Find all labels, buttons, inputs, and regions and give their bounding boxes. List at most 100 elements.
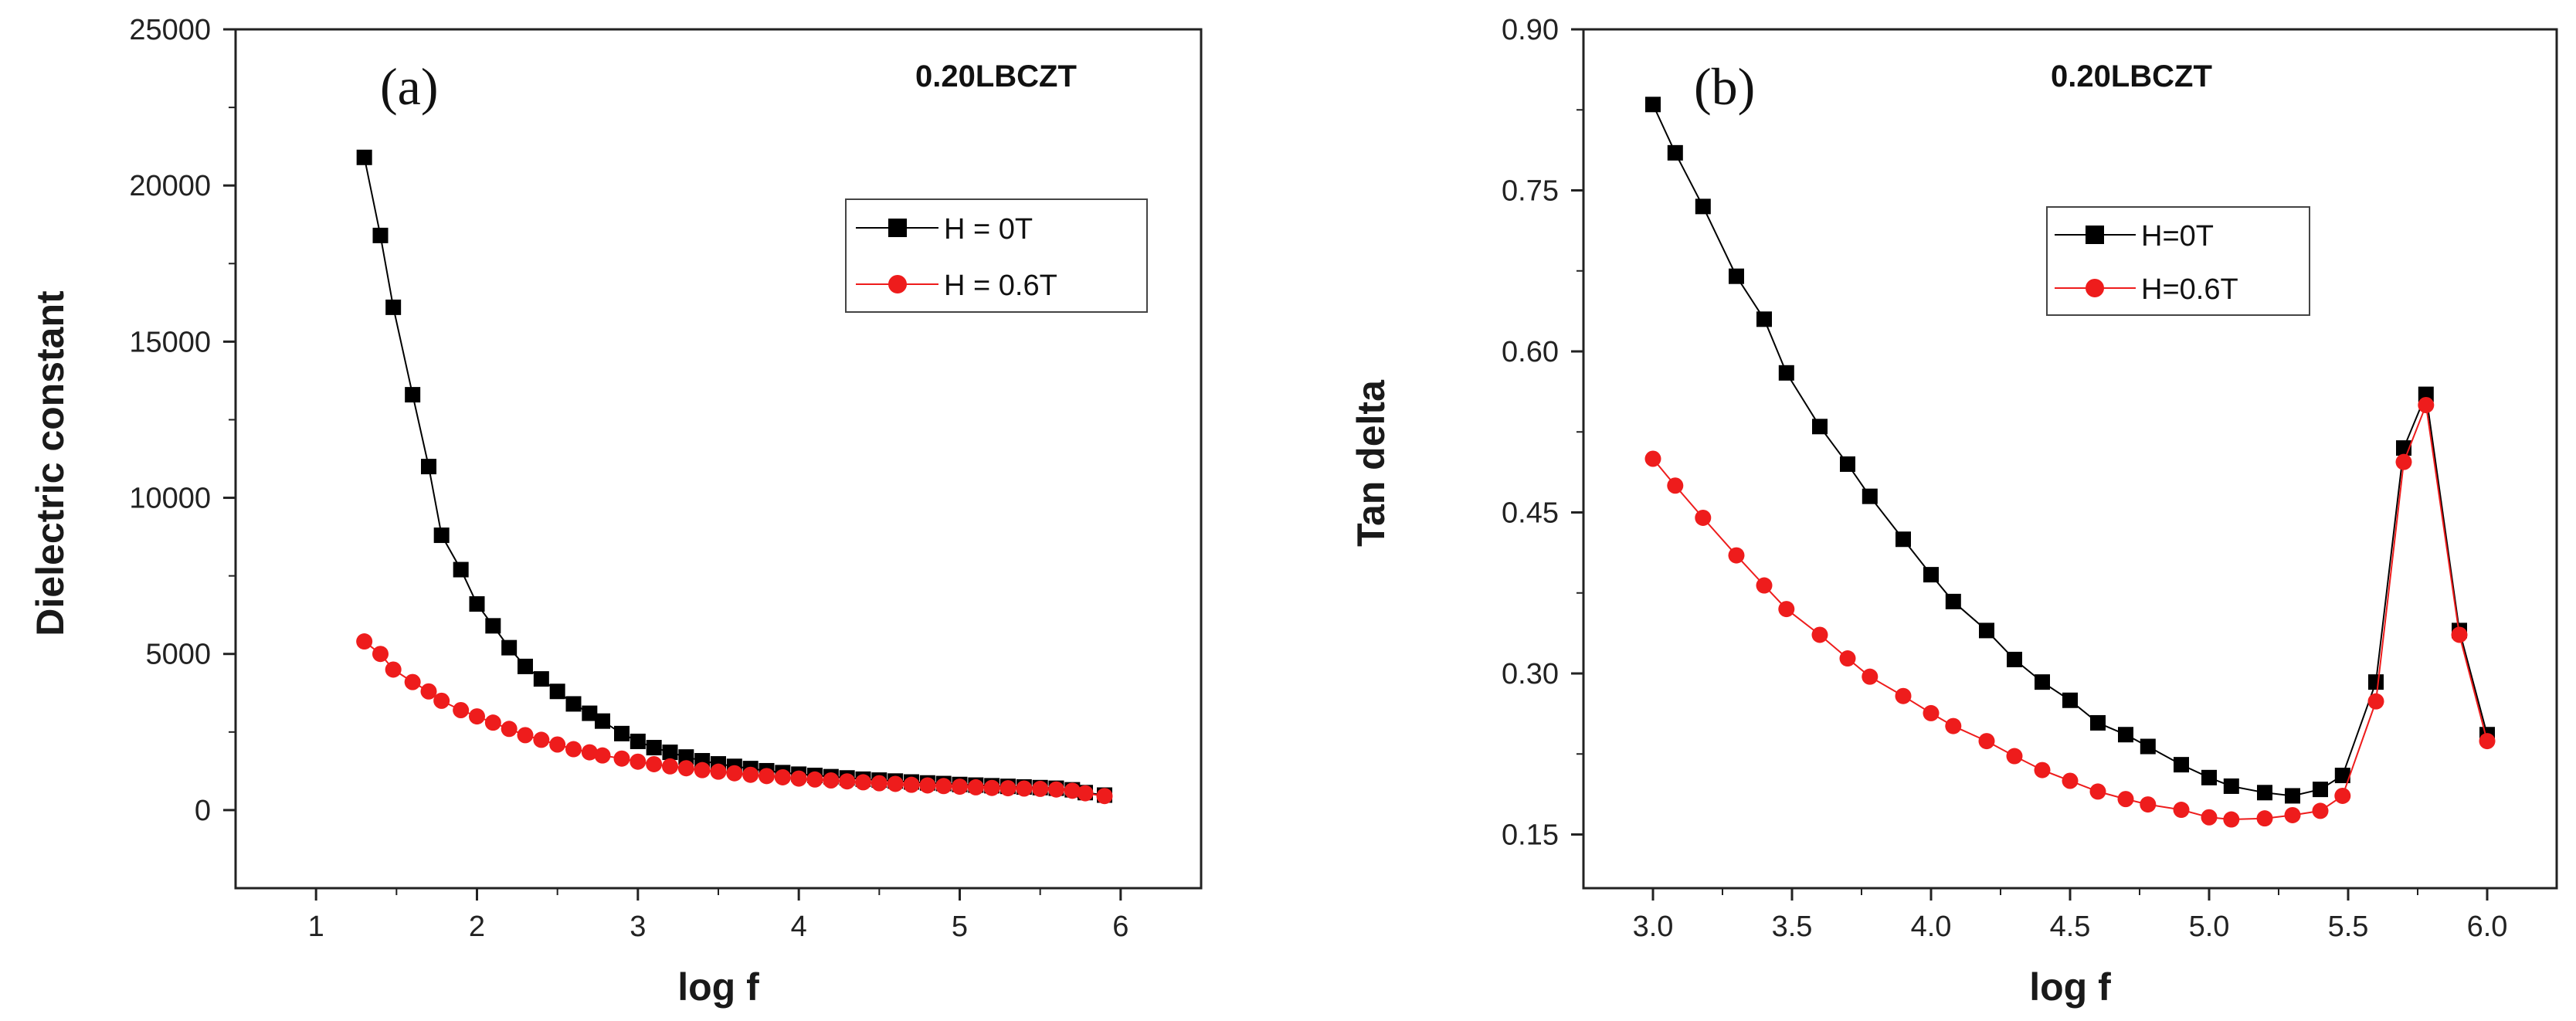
- panel-a-point-0t: [501, 639, 518, 656]
- panel-b-point-06t: [1978, 733, 1995, 750]
- panel-b-point-06t: [1667, 477, 1684, 494]
- panel-b-point-06t: [1644, 450, 1661, 467]
- panel-a-point-0t: [421, 459, 436, 475]
- panel-b-point-0t: [2174, 757, 2189, 773]
- panel-b-point-06t: [1923, 704, 1940, 721]
- panel-b-point-0t: [2285, 788, 2300, 804]
- panel-b-xtick-label: 3.0: [1633, 911, 1674, 943]
- panel-b-point-06t: [1695, 509, 1712, 526]
- legend-b-label-0t: H=0T: [2141, 220, 2214, 253]
- panel-b-point-0t: [2313, 782, 2328, 798]
- panel-b-title: 0.20LBCZT: [2051, 59, 2212, 93]
- panel-a-point-06t: [790, 770, 807, 787]
- panel-a-legend: H = 0T H = 0.6T: [845, 198, 1148, 313]
- panel-b-point-0t: [1695, 198, 1711, 215]
- panel-a-point-0t: [405, 387, 421, 403]
- panel-b-xtick-label: 4.0: [1911, 911, 1952, 943]
- legend-a-marker-06t: [888, 275, 907, 293]
- panel-b-point-0t: [2035, 674, 2050, 690]
- panel-b-point-0t: [1979, 622, 1994, 639]
- panel-b-point-0t: [1756, 311, 1772, 327]
- panel-a-point-0t: [385, 299, 402, 315]
- panel-a-ytick-label: 20000: [129, 170, 211, 202]
- panel-a-point-06t: [404, 673, 421, 690]
- panel-b-point-06t: [1895, 687, 1912, 704]
- panel-b-xtick-label: 6.0: [2467, 911, 2508, 943]
- panel-a-point-0t: [533, 671, 549, 687]
- panel-b-point-06t: [2034, 762, 2051, 778]
- panel-a-point-06t: [385, 661, 402, 678]
- panel-b-point-06t: [2367, 693, 2384, 710]
- panel-a-point-0t: [469, 596, 485, 612]
- panel-b-point-06t: [1839, 650, 1856, 667]
- panel-a-xtick-label: 6: [1112, 911, 1128, 943]
- panel-b-point-0t: [1812, 419, 1828, 435]
- legend-b-marker-06t: [2086, 279, 2104, 297]
- panel-b-point-0t: [2257, 785, 2272, 801]
- panel-a-point-06t: [839, 773, 856, 790]
- panel-a-point-06t: [1064, 782, 1081, 799]
- panel-a-point-06t: [565, 741, 582, 758]
- panel-b-series: [1644, 97, 2496, 828]
- panel-b-point-0t: [1645, 97, 1661, 113]
- panel-a-point-06t: [662, 758, 678, 775]
- panel-a-ticks: 1 2 3 4 5 6 0 5000 10000 15000 20000 25000: [129, 14, 1128, 943]
- panel-a-point-06t: [1077, 785, 1094, 802]
- panel-a-point-06t: [594, 747, 611, 764]
- panel-a-point-06t: [774, 768, 791, 785]
- panel-a-point-06t: [517, 727, 534, 744]
- panel-a-point-06t: [855, 774, 871, 791]
- panel-a-point-06t: [549, 736, 566, 753]
- panel-a-point-06t: [919, 777, 936, 794]
- panel-b-point-06t: [1778, 601, 1795, 618]
- panel-a-point-0t: [662, 745, 678, 761]
- panel-a-point-0t: [356, 149, 372, 165]
- panel-a-xtick-label: 4: [791, 911, 807, 943]
- panel-b-xtick-label: 5.5: [2328, 911, 2369, 943]
- panel-a-point-0t: [485, 618, 501, 634]
- panel-b-point-0t: [2118, 727, 2133, 743]
- panel-a-ytick-label: 15000: [129, 326, 211, 358]
- panel-b-point-06t: [2479, 733, 2496, 750]
- panel-a-point-06t: [420, 683, 437, 700]
- legend-a-label-06t: H = 0.6T: [944, 270, 1057, 302]
- panel-a-point-0t: [372, 227, 389, 243]
- panel-b-point-0t: [1896, 531, 1911, 548]
- panel-b: 3.0 3.5 4.0 4.5 5.0 5.5 6.0 0.15 0.30 0.45 0.60 0.7…: [1349, 14, 2558, 1009]
- panel-b-ylabel: Tan delta: [1349, 379, 1393, 547]
- panel-a-point-06t: [983, 779, 1000, 796]
- panel-b-point-06t: [2418, 397, 2435, 413]
- panel-b-point-06t: [2089, 783, 2106, 800]
- panel-b-point-0t: [2140, 738, 2156, 755]
- panel-a-point-06t: [742, 766, 759, 783]
- panel-a-point-06t: [501, 721, 518, 738]
- panel-a-point-06t: [871, 775, 888, 792]
- panel-a-xtick-label: 2: [469, 911, 485, 943]
- legend-b-marker-0t: [2086, 226, 2104, 244]
- panel-a-point-06t: [1032, 780, 1049, 797]
- panel-b-point-0t: [2334, 768, 2350, 784]
- panel-b-ytick-label: 0.60: [1502, 336, 1559, 368]
- legend-a-marker-0t: [888, 219, 907, 237]
- panel-b-point-06t: [2284, 806, 2301, 823]
- panel-a-point-06t: [469, 708, 485, 725]
- panel-a-point-06t: [646, 755, 663, 772]
- panel-b-point-0t: [2007, 651, 2022, 667]
- panel-a-label: (a): [380, 57, 438, 116]
- panel-a-point-0t: [453, 561, 469, 578]
- panel-b-point-06t: [2223, 811, 2240, 828]
- panel-b-point-06t: [2006, 748, 2023, 765]
- panel-b-point-06t: [2117, 791, 2134, 808]
- panel-a-ytick-label: 5000: [145, 639, 211, 671]
- panel-b-legend: H=0T H=0.6T: [2046, 206, 2310, 316]
- panel-b-point-0t: [1667, 144, 1683, 161]
- panel-a-point-06t: [887, 775, 904, 792]
- panel-b-xtick-label: 4.5: [2050, 911, 2091, 943]
- panel-a-point-0t: [433, 527, 450, 544]
- panel-a-point-06t: [935, 778, 952, 795]
- panel-a-xlabel: log f: [677, 965, 759, 1009]
- panel-a-plot-frame: [234, 28, 1203, 890]
- panel-a-point-06t: [952, 778, 968, 795]
- panel-b-point-0t: [1923, 567, 1939, 583]
